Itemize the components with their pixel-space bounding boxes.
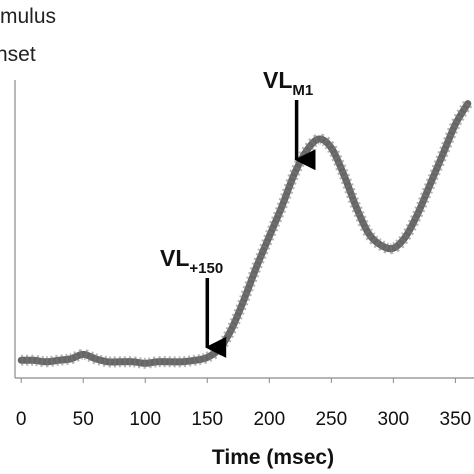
annotation-subscript: +150 [189, 260, 223, 277]
x-tick-label: 150 [191, 409, 223, 430]
series-layer [17, 100, 473, 369]
x-tick-label: 50 [73, 409, 94, 430]
x-tick-label: 250 [315, 409, 347, 430]
annotation-label: VLM1 [263, 67, 313, 99]
annotation-subscript: M1 [292, 82, 313, 99]
x-tick-label: 100 [129, 409, 161, 430]
x-tick-label: 200 [253, 409, 285, 430]
annotation-layer: VL+150 VLM1 [160, 67, 316, 358]
series-line [17, 100, 472, 367]
stimulus-onset-label-line1: mulus [0, 5, 57, 28]
chart-axes [14, 80, 474, 383]
x-tick-label: 0 [16, 409, 27, 430]
x-axis-title: Time (msec) [212, 446, 334, 469]
series-line-noise [21, 100, 473, 369]
x-tick-label: 350 [440, 409, 472, 430]
x-tick-label: 300 [378, 409, 410, 430]
annotation-label: VL+150 [160, 245, 223, 277]
x-tick-labels: 0 50 100 150 200 250 300 350 [16, 409, 471, 430]
stimulus-onset-label-line2: nset [0, 43, 36, 66]
